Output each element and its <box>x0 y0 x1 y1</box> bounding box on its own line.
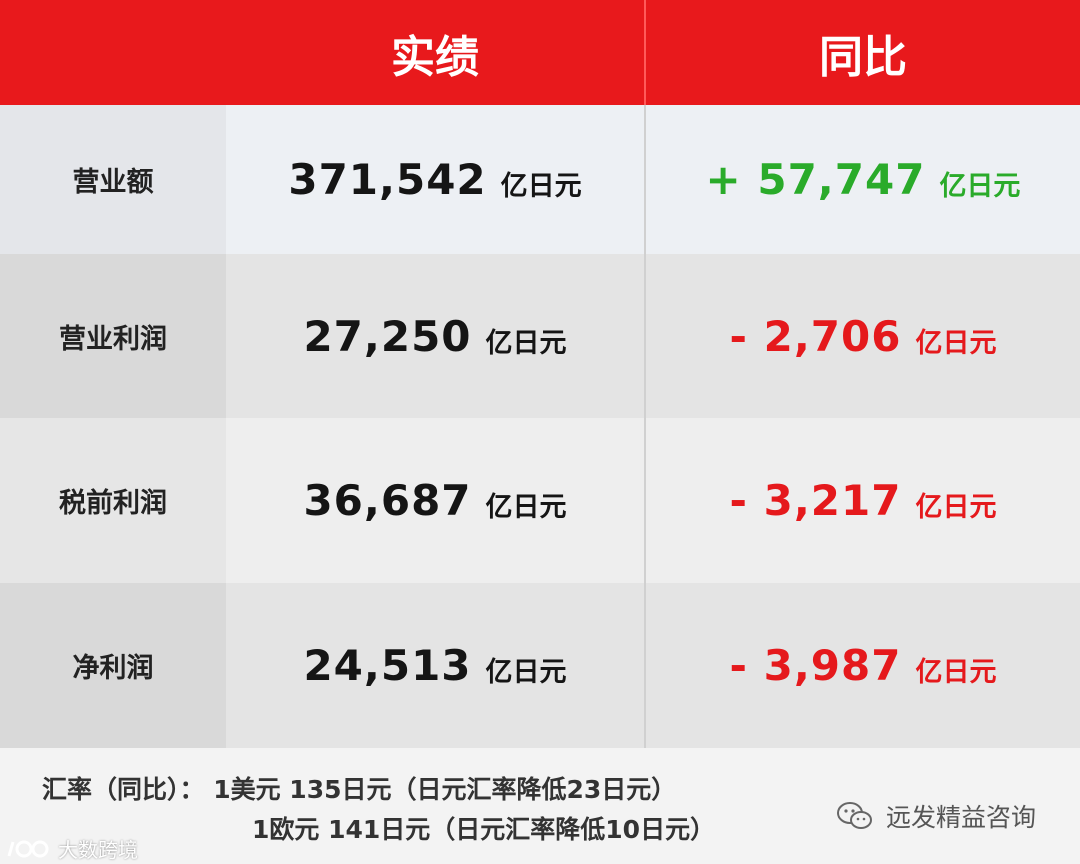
exchange-rate-line-eur: 1欧元 141日元（日元汇率降低10日元） <box>252 815 716 844</box>
table-row-revenue: 营业额 371,542 亿日元 + 57,747 亿日元 <box>0 105 1080 254</box>
yoy-value: + 57,747 <box>705 155 926 204</box>
row-label: 营业利润 <box>0 254 226 418</box>
brand-logo-icon <box>7 840 49 857</box>
actual-value: 27,250 <box>303 311 472 361</box>
row-label: 净利润 <box>0 583 226 748</box>
actual-value: 24,513 <box>303 641 472 690</box>
table-row-operating-profit: 营业利润 27,250 亿日元 - 2,706 亿日元 <box>0 254 1080 418</box>
table-header: 实绩 同比 <box>0 0 1080 105</box>
actual-unit: 亿日元 <box>485 657 567 688</box>
exchange-rate-note: 汇率（同比）： 1美元 135日元（日元汇率降低23日元） 1欧元 141日元（… <box>0 748 1080 864</box>
header-corner-cell <box>0 0 226 105</box>
row-label: 营业额 <box>0 105 226 254</box>
header-yoy: 同比 <box>646 0 1080 105</box>
yoy-value: - 3,217 <box>729 476 902 525</box>
exchange-rate-line-usd: 汇率（同比）： 1美元 135日元（日元汇率降低23日元） <box>42 775 677 804</box>
yoy-cell: - 2,706 亿日元 <box>646 254 1080 418</box>
table-row-net-profit: 净利润 24,513 亿日元 - 3,987 亿日元 <box>0 583 1080 748</box>
yoy-unit: 亿日元 <box>915 657 997 688</box>
actual-unit: 亿日元 <box>485 327 567 359</box>
actual-value: 371,542 <box>288 155 487 204</box>
actual-cell: 24,513 亿日元 <box>226 583 646 748</box>
row-label: 税前利润 <box>0 418 226 583</box>
actual-cell: 27,250 亿日元 <box>226 254 646 418</box>
wechat-icon <box>837 802 872 829</box>
header-actual: 实绩 <box>226 0 646 105</box>
yoy-value: - 3,987 <box>729 641 902 690</box>
yoy-cell: + 57,747 亿日元 <box>646 105 1080 254</box>
yoy-unit: 亿日元 <box>915 327 997 359</box>
watermark-right: 远发精益咨询 <box>836 798 1036 834</box>
yoy-unit: 亿日元 <box>939 171 1021 202</box>
actual-value: 36,687 <box>303 476 472 525</box>
actual-cell: 36,687 亿日元 <box>226 418 646 583</box>
actual-unit: 亿日元 <box>500 171 582 202</box>
yoy-cell: - 3,987 亿日元 <box>646 583 1080 748</box>
yoy-unit: 亿日元 <box>915 492 997 523</box>
yoy-cell: - 3,217 亿日元 <box>646 418 1080 583</box>
watermark-right-text: 远发精益咨询 <box>886 803 1037 832</box>
watermark-left: 大数跨境 <box>6 834 138 863</box>
actual-unit: 亿日元 <box>485 492 567 523</box>
watermark-left-text: 大数跨境 <box>58 838 138 862</box>
table-row-pretax-profit: 税前利润 36,687 亿日元 - 3,217 亿日元 <box>0 418 1080 583</box>
yoy-value: - 2,706 <box>729 311 902 361</box>
actual-cell: 371,542 亿日元 <box>226 105 646 254</box>
